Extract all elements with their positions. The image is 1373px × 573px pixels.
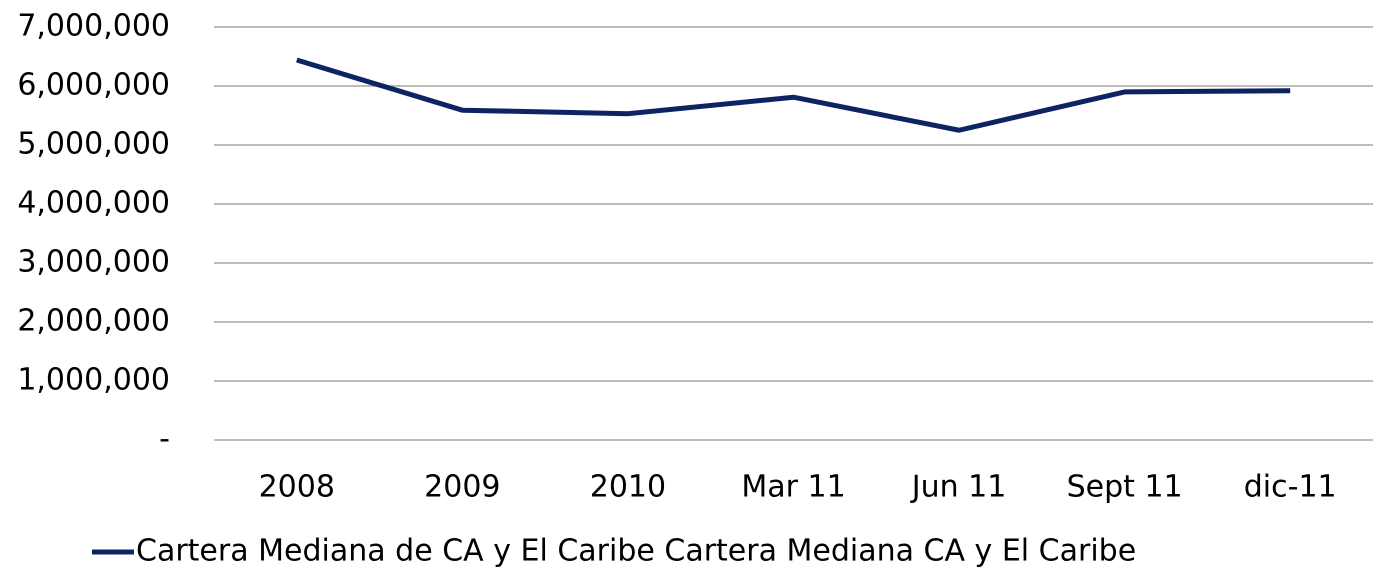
- x-tick-label: Mar 11: [741, 470, 845, 505]
- y-tick-label: 5,000,000: [17, 127, 170, 162]
- x-tick-label: 2010: [590, 470, 666, 505]
- x-tick-label: 2008: [259, 470, 335, 505]
- y-tick-label: 7,000,000: [17, 9, 170, 44]
- y-tick-label: 4,000,000: [17, 186, 170, 221]
- data-line: [296, 57, 1291, 133]
- y-tick-label: 3,000,000: [17, 245, 170, 280]
- y-tick-label: 1,000,000: [17, 363, 170, 398]
- x-tick-label: Sept 11: [1067, 470, 1183, 505]
- legend-label: Cartera Mediana de CA y El Caribe Carter…: [136, 534, 1136, 569]
- y-tick-label: 6,000,000: [17, 68, 170, 103]
- y-tick-label: -: [159, 422, 170, 457]
- x-tick-label: 2009: [424, 470, 500, 505]
- x-tick-label: Jun 11: [910, 470, 1007, 505]
- x-tick-label: dic-11: [1244, 470, 1337, 505]
- y-tick-label: 2,000,000: [17, 304, 170, 339]
